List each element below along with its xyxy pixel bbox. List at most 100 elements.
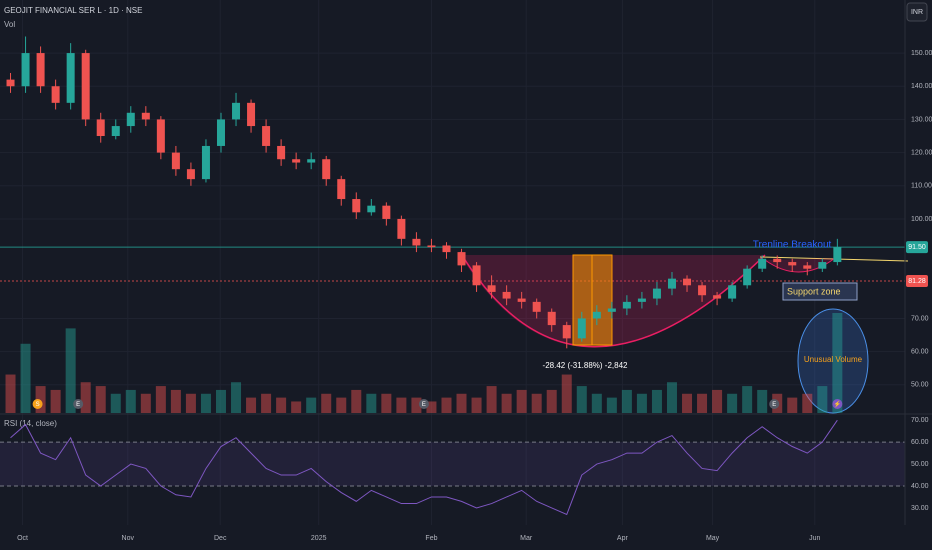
candle-body bbox=[652, 288, 661, 299]
candle-body bbox=[156, 119, 165, 153]
volume-bar bbox=[651, 389, 662, 413]
volume-bar bbox=[276, 397, 287, 413]
volume-bar bbox=[110, 393, 121, 413]
candle-body bbox=[51, 86, 60, 103]
candle-body bbox=[562, 325, 571, 339]
volume-bar bbox=[411, 397, 422, 413]
volume-bar bbox=[35, 386, 46, 413]
volume-bar bbox=[576, 386, 587, 413]
y-tick-label: 140.00 bbox=[911, 83, 932, 90]
event-label: S bbox=[36, 402, 40, 408]
candle-body bbox=[622, 301, 631, 309]
rsi-tick-label: 60.00 bbox=[911, 439, 929, 446]
candle-body bbox=[833, 247, 842, 263]
volume-bar bbox=[682, 393, 693, 413]
volume-bar bbox=[170, 389, 181, 413]
x-tick-label: Apr bbox=[617, 535, 629, 542]
x-tick-label: Feb bbox=[425, 535, 437, 542]
candle-body bbox=[728, 285, 737, 299]
candle-body bbox=[517, 298, 526, 302]
volume-bar bbox=[486, 386, 497, 413]
volume-bar bbox=[727, 393, 738, 413]
x-tick-label: May bbox=[706, 535, 720, 542]
candle-body bbox=[803, 265, 812, 269]
candle-body bbox=[277, 145, 286, 160]
candle-body bbox=[397, 218, 406, 239]
event-label: E bbox=[772, 402, 776, 408]
y-tick-label: 150.00 bbox=[911, 50, 932, 57]
volume-bar bbox=[185, 393, 196, 413]
price-tag bbox=[906, 241, 928, 254]
support-box bbox=[782, 282, 858, 301]
volume-bar bbox=[381, 393, 392, 413]
currency-box[interactable] bbox=[906, 2, 928, 22]
candle-body bbox=[262, 126, 271, 146]
x-tick-label: Jun bbox=[809, 535, 820, 542]
volume-bar bbox=[5, 374, 16, 413]
candle-body bbox=[487, 285, 496, 292]
rsi-band bbox=[0, 442, 905, 486]
volume-bar bbox=[366, 393, 377, 413]
y-tick-label: 110.00 bbox=[911, 183, 932, 190]
x-tick-label: Dec bbox=[214, 535, 227, 542]
volume-bar bbox=[261, 393, 272, 413]
candle-body bbox=[502, 291, 511, 299]
candle-body bbox=[21, 53, 30, 87]
candle-body bbox=[457, 252, 466, 266]
volume-bar bbox=[321, 393, 332, 413]
price-tag-label: 81.28 bbox=[908, 278, 926, 285]
volume-bar bbox=[246, 397, 257, 413]
volume-bar bbox=[456, 393, 467, 413]
candle-body bbox=[96, 119, 105, 137]
candle-body bbox=[683, 278, 692, 286]
candle-body bbox=[307, 159, 316, 163]
volume-bar bbox=[336, 397, 347, 413]
candle-body bbox=[367, 205, 376, 213]
event-label: E bbox=[422, 402, 426, 408]
candle-body bbox=[472, 265, 481, 286]
event-marker bbox=[769, 399, 780, 409]
volume-bar bbox=[231, 382, 242, 413]
event-marker bbox=[32, 399, 43, 409]
volume-bar bbox=[666, 382, 677, 413]
candle-body bbox=[322, 159, 331, 180]
candle-body bbox=[81, 53, 90, 120]
y-tick-label: 70.00 bbox=[911, 315, 929, 322]
y-tick-label: 100.00 bbox=[911, 216, 932, 223]
volume-bar bbox=[546, 389, 557, 413]
volume-bar bbox=[742, 386, 753, 413]
y-tick-label: 130.00 bbox=[911, 116, 932, 123]
candle-body bbox=[141, 112, 150, 120]
event-marker bbox=[832, 399, 843, 409]
candle-body bbox=[126, 112, 135, 127]
volume-bar bbox=[757, 389, 768, 413]
volume-bar bbox=[306, 397, 317, 413]
chart-title: GEOJIT FINANCIAL SER L · 1D · NSE bbox=[4, 6, 142, 15]
candle-body bbox=[382, 205, 391, 219]
volume-bar bbox=[351, 389, 362, 413]
currency-label[interactable]: INR bbox=[911, 9, 923, 16]
candle-body bbox=[36, 53, 45, 87]
volume-bar bbox=[621, 389, 632, 413]
support-label: Support zone bbox=[787, 286, 841, 296]
event-label: E bbox=[76, 402, 80, 408]
volume-bar bbox=[200, 393, 211, 413]
rsi-tick-label: 70.00 bbox=[911, 417, 929, 424]
volume-bar bbox=[802, 393, 813, 413]
candle-body bbox=[216, 119, 225, 146]
y-tick-label: 120.00 bbox=[911, 149, 932, 156]
rsi-line bbox=[10, 419, 838, 516]
rsi-tick-label: 40.00 bbox=[911, 483, 929, 490]
candle-body bbox=[442, 245, 451, 253]
volume-bar bbox=[20, 343, 31, 413]
y-tick-label: 60.00 bbox=[911, 348, 929, 355]
candle-body bbox=[6, 79, 15, 87]
volume-label: Unusual Volume bbox=[804, 355, 863, 364]
volume-bar bbox=[501, 393, 512, 413]
volume-bar bbox=[531, 393, 542, 413]
x-tick-label: 2025 bbox=[311, 535, 327, 542]
candle-body bbox=[532, 301, 541, 312]
volume-bar bbox=[396, 397, 407, 413]
candle-body bbox=[412, 238, 421, 246]
